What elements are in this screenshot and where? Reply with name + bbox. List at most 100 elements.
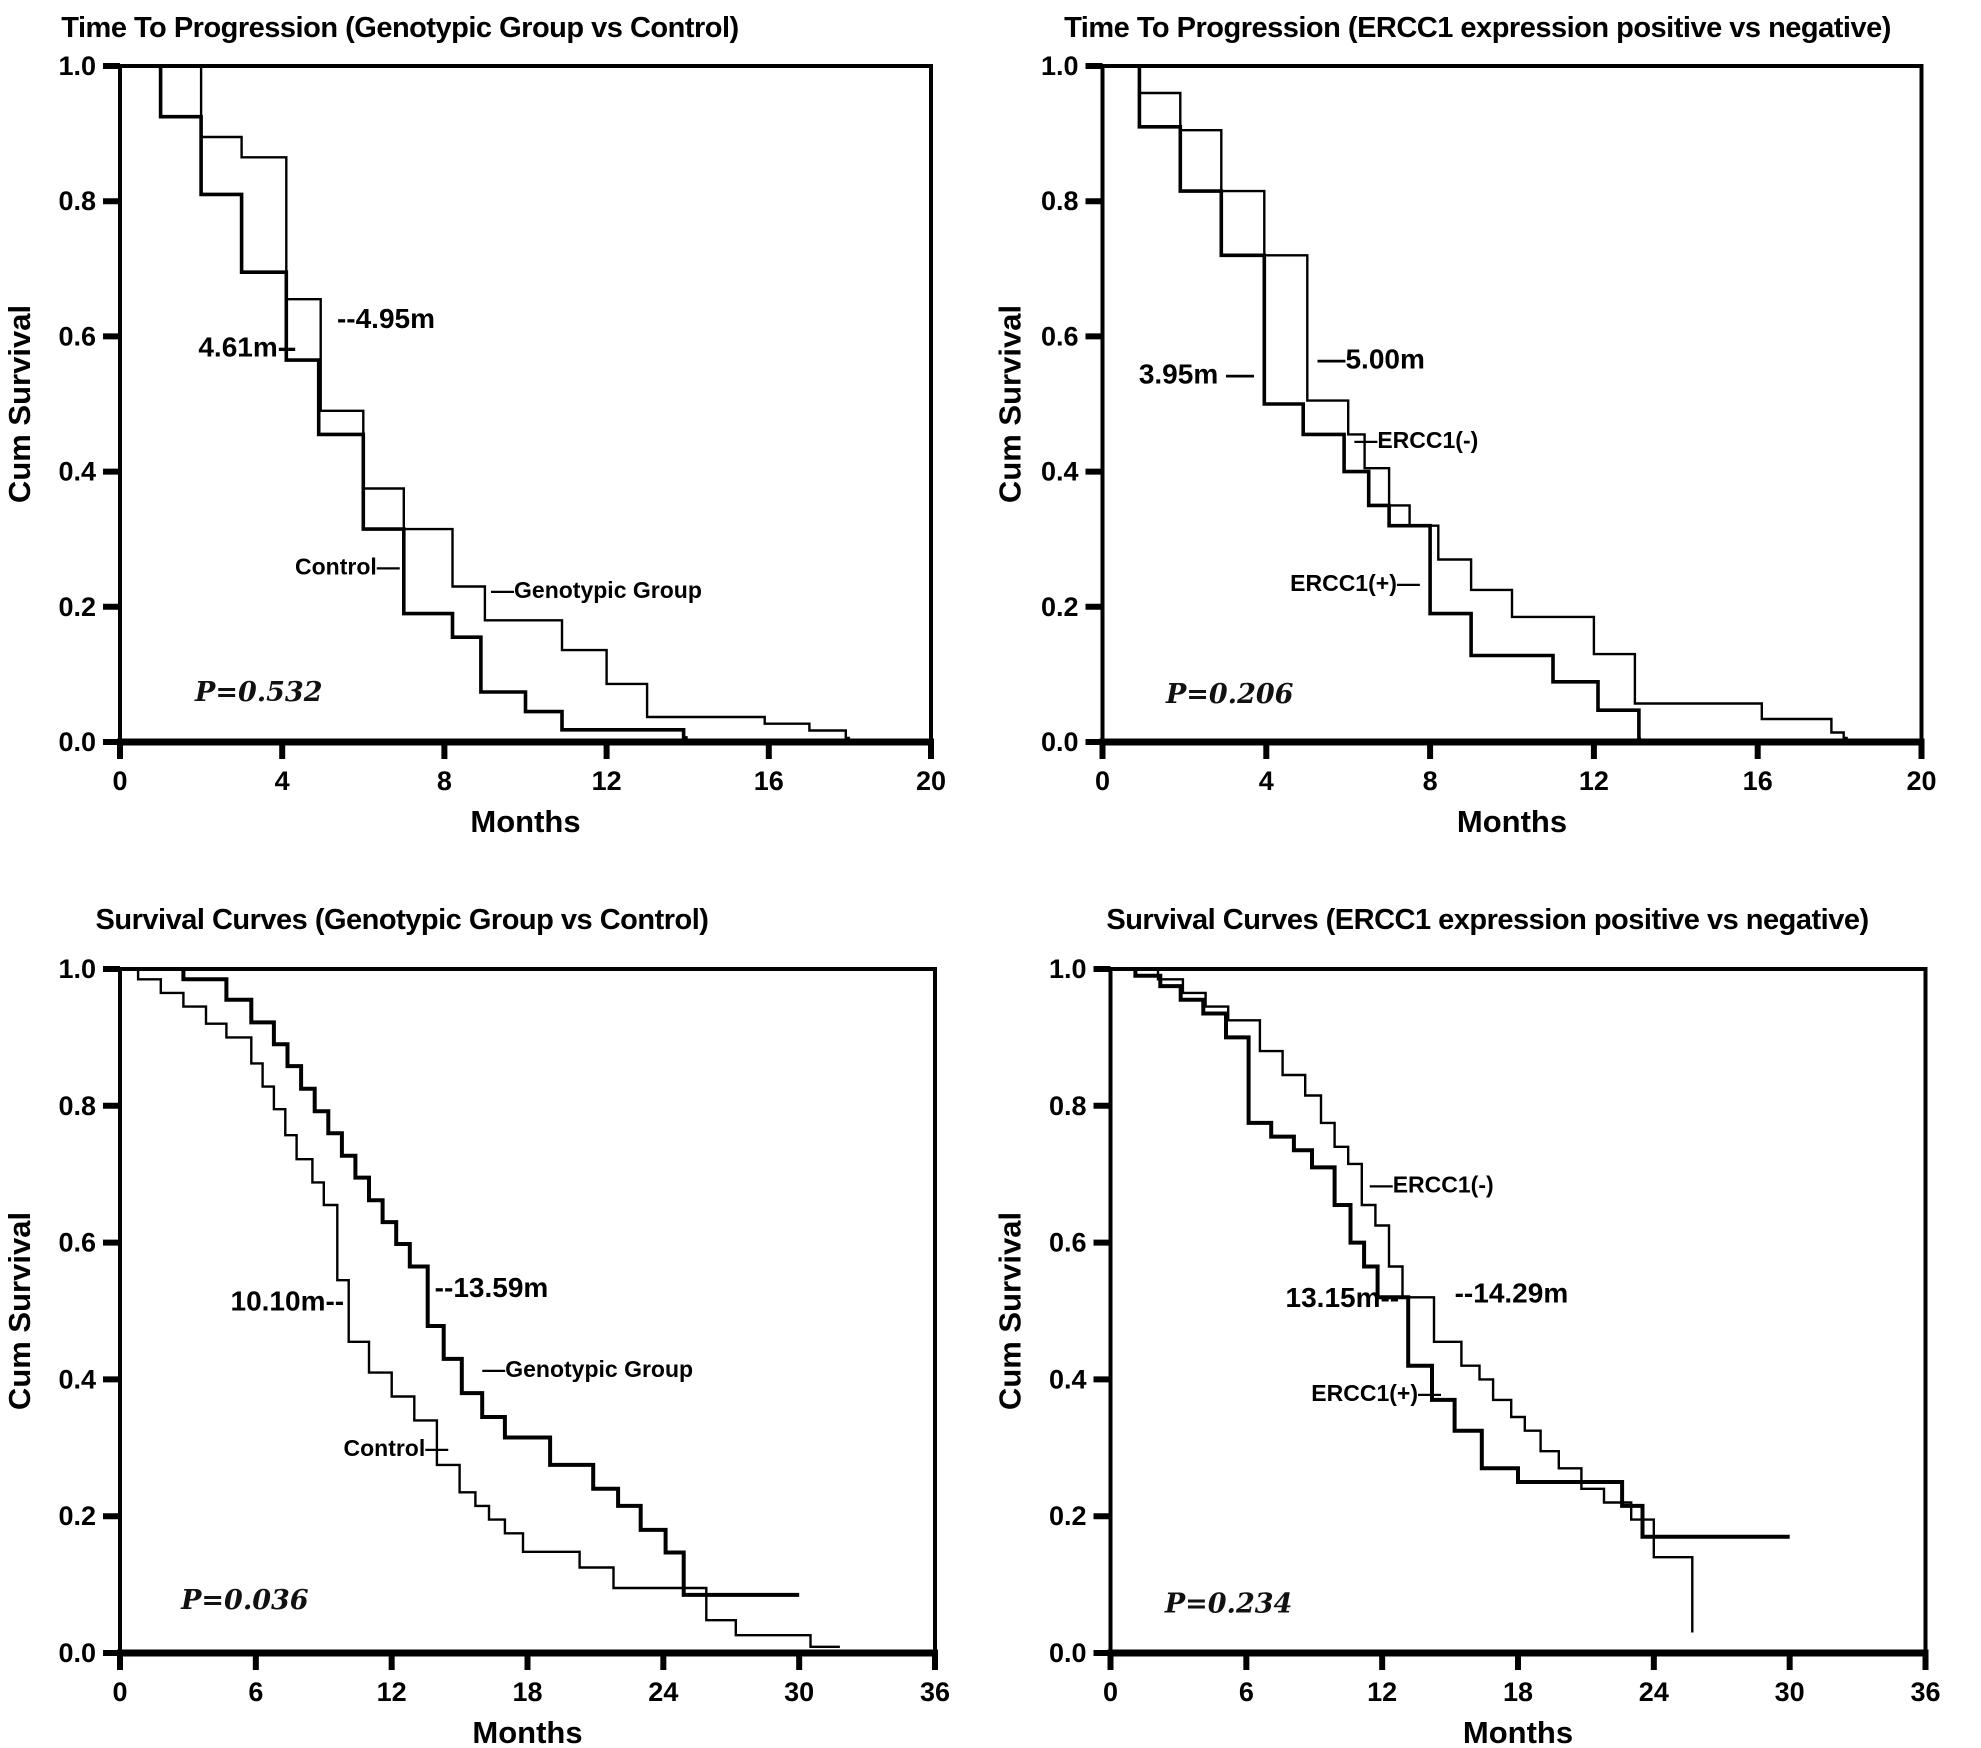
x-tick-label: 12	[377, 1677, 407, 1707]
y-tick-label: 0.2	[1041, 592, 1079, 622]
curve-ercc1	[1110, 967, 1694, 1633]
y-tick-label: 1.0	[1041, 51, 1079, 81]
y-tick-label: 0.8	[58, 186, 96, 216]
panel-ttp-ercc1-pos-vs-neg: Time To Progression (ERCC1 expression po…	[990, 0, 1981, 874]
p-value-annotation: P=0.206	[1165, 679, 1294, 710]
axes-frame	[118, 64, 933, 742]
x-tick-label: 36	[920, 1677, 950, 1707]
x-tick-label: 4	[1259, 766, 1274, 796]
axes-frame	[118, 967, 937, 1653]
y-tick-label: 0.8	[1049, 1091, 1087, 1121]
annotation-3-95m: 3.95m —	[1139, 358, 1254, 389]
y-tick-label: 1.0	[58, 954, 96, 984]
panel-survival-ercc1-pos-vs-neg: Survival Curves (ERCC1 expression positi…	[990, 874, 1981, 1748]
annotation-4-61m: 4.61m--	[198, 331, 296, 362]
y-tick-label: 0.4	[1049, 1364, 1087, 1394]
curve-control	[120, 967, 840, 1648]
panel-ttp-genotypic-vs-control: Time To Progression (Genotypic Group vs …	[0, 0, 990, 874]
curve-ercc1	[1110, 967, 1790, 1539]
x-tick-label: 18	[1503, 1677, 1533, 1707]
curve-ercc1	[1102, 64, 1848, 740]
annotation-control: Control—	[343, 1435, 448, 1461]
x-tick-label: 30	[1775, 1677, 1805, 1707]
y-axis-title: Cum Survival	[993, 305, 1028, 503]
y-tick-label: 0.0	[58, 727, 96, 757]
curve-ercc1	[1102, 64, 1641, 742]
annotation-13-15m: 13.15m--	[1286, 1282, 1400, 1313]
curve-genotypic-group	[120, 64, 850, 740]
p-value-annotation: P=0.234	[1164, 1589, 1292, 1620]
curve-control	[120, 64, 688, 740]
panel-survival-genotypic-vs-control: Survival Curves (Genotypic Group vs Cont…	[0, 874, 990, 1748]
y-tick-label: 0.8	[58, 1091, 96, 1121]
x-tick-label: 16	[754, 766, 784, 796]
annotation-ercc1: ERCC1(+)—	[1311, 1380, 1441, 1406]
annotation-control: Control—	[295, 553, 400, 579]
y-tick-label: 0.6	[58, 1228, 96, 1258]
x-tick-label: 20	[1906, 766, 1936, 796]
chart-title-1: Time To Progression (ERCC1 expression po…	[1064, 12, 1891, 44]
axes-frame	[1100, 64, 1924, 742]
y-tick-label: 0.4	[58, 457, 96, 487]
annotation-10-10m: 10.10m--	[231, 1286, 345, 1317]
y-tick-label: 1.0	[58, 51, 96, 81]
annotation-genotypic-group: —Genotypic Group	[482, 1356, 693, 1382]
x-tick-label: 24	[1639, 1677, 1669, 1707]
chart-title-0: Time To Progression (Genotypic Group vs …	[61, 12, 738, 44]
curve-genotypic-group	[120, 967, 800, 1597]
annotation-ercc1: ERCC1(+)—	[1290, 570, 1420, 596]
x-tick-label: 0	[1095, 766, 1110, 796]
x-tick-label: 12	[1579, 766, 1609, 796]
chart-svg-1: Time To Progression (ERCC1 expression po…	[993, 12, 1937, 839]
p-value-annotation: P=0.532	[194, 677, 322, 708]
y-tick-label: 0.4	[1041, 457, 1079, 487]
p-value-annotation: P=0.036	[180, 1585, 309, 1616]
x-tick-label: 0	[112, 766, 127, 796]
y-tick-label: 0.2	[58, 592, 96, 622]
axes-frame	[1108, 967, 1928, 1653]
x-axis-title: Months	[1457, 804, 1567, 839]
x-axis-title: Months	[470, 804, 580, 839]
x-tick-label: 30	[784, 1677, 814, 1707]
y-axis-title: Cum Survival	[993, 1212, 1028, 1410]
x-tick-label: 8	[437, 766, 452, 796]
x-tick-label: 18	[512, 1677, 542, 1707]
annotation-4-95m: --4.95m	[337, 303, 435, 334]
x-tick-label: 6	[248, 1677, 263, 1707]
annotation-genotypic-group: —Genotypic Group	[491, 577, 702, 603]
x-tick-label: 36	[1910, 1677, 1940, 1707]
y-axis-title: Cum Survival	[2, 305, 37, 503]
y-tick-label: 0.0	[1049, 1638, 1087, 1668]
y-tick-label: 0.8	[1041, 186, 1079, 216]
x-tick-label: 12	[592, 766, 622, 796]
x-axis-title: Months	[472, 1715, 582, 1748]
y-tick-label: 0.0	[1041, 727, 1079, 757]
y-tick-label: 0.6	[1049, 1228, 1087, 1258]
x-tick-label: 8	[1423, 766, 1438, 796]
y-tick-label: 0.2	[1049, 1501, 1087, 1531]
y-tick-label: 0.6	[58, 321, 96, 351]
x-tick-label: 20	[916, 766, 946, 796]
annotation-ercc1: —ERCC1(-)	[1370, 1172, 1494, 1198]
x-tick-label: 16	[1743, 766, 1773, 796]
annotation-14-29m: --14.29m	[1455, 1277, 1569, 1308]
y-tick-label: 0.4	[58, 1364, 96, 1394]
x-axis-title: Months	[1463, 1715, 1573, 1748]
y-axis-title: Cum Survival	[2, 1212, 37, 1410]
y-tick-label: 1.0	[1049, 954, 1087, 984]
x-tick-label: 0	[1103, 1677, 1118, 1707]
x-tick-label: 12	[1367, 1677, 1397, 1707]
y-tick-label: 0.2	[58, 1501, 96, 1531]
chart-title-3: Survival Curves (ERCC1 expression positi…	[1106, 904, 1868, 936]
chart-svg-3: Survival Curves (ERCC1 expression positi…	[993, 904, 1941, 1748]
y-tick-label: 0.6	[1041, 321, 1079, 351]
annotation-ercc1: —ERCC1(-)	[1354, 427, 1478, 453]
y-tick-label: 0.0	[58, 1638, 96, 1668]
x-tick-label: 4	[275, 766, 290, 796]
x-tick-label: 24	[648, 1677, 678, 1707]
x-tick-label: 0	[112, 1677, 127, 1707]
annotation-5-00m: —5.00m	[1317, 344, 1424, 375]
annotation-13-59m: --13.59m	[435, 1272, 549, 1303]
chart-svg-0: Time To Progression (Genotypic Group vs …	[2, 12, 946, 839]
